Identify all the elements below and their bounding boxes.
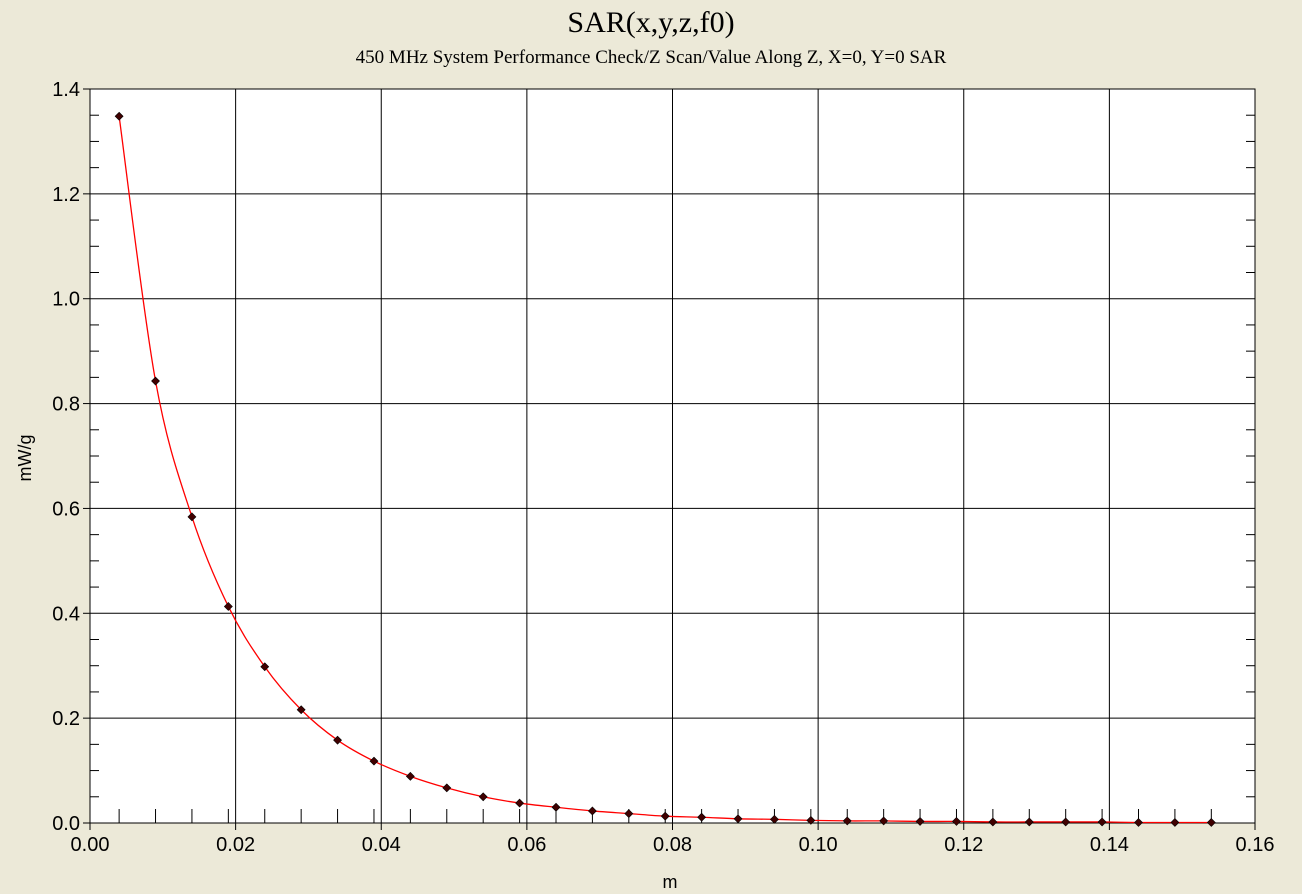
x-tick-label: 0.08: [653, 834, 692, 856]
x-tick-label: 0.16: [1236, 834, 1275, 856]
data-point: [478, 792, 488, 802]
data-point: [587, 806, 597, 816]
data-point: [296, 705, 306, 715]
y-tick-label: 0.4: [52, 603, 80, 625]
data-point: [405, 771, 415, 781]
y-tick-label: 1.4: [52, 79, 80, 101]
data-point: [660, 811, 670, 821]
data-point: [624, 809, 634, 818]
data-point: [1134, 818, 1143, 827]
data-point: [1024, 817, 1034, 827]
x-tick-label: 0.00: [71, 834, 110, 856]
x-axis-label: m: [663, 872, 678, 892]
data-point: [806, 815, 816, 825]
x-tick-label: 0.10: [799, 834, 838, 856]
data-point: [223, 602, 233, 611]
grid-lines: [90, 89, 1255, 823]
data-point: [442, 783, 452, 793]
x-axis-ticks: 0.00 0.02 0.04 0.06 0.08 0.10 0.12 0.14 0.16: [71, 823, 1275, 856]
x-tick-label: 0.06: [507, 834, 546, 856]
x-tick-label: 0.02: [216, 834, 255, 856]
x-tick-label: 0.14: [1090, 834, 1129, 856]
data-point: [697, 812, 707, 822]
data-point: [151, 376, 160, 386]
chart-subtitle: 450 MHz System Performance Check/Z Scan/…: [356, 47, 947, 68]
y-axis-label: mW/g: [15, 435, 35, 482]
data-point: [733, 814, 743, 824]
data-point: [187, 512, 197, 522]
data-point: [1061, 817, 1071, 827]
y-axis-ticks: 0.0 0.2 0.4 0.6 0.8 1.0 1.2 1.4: [52, 79, 90, 835]
data-point: [1170, 818, 1180, 827]
data-point: [952, 817, 961, 826]
data-point: [260, 662, 270, 672]
x-tick-label: 0.12: [944, 834, 983, 856]
y-tick-label: 1.2: [52, 184, 80, 206]
chart-title: SAR(x,y,z,f0): [567, 6, 734, 39]
y-tick-label: 0.6: [52, 498, 80, 520]
data-point: [114, 111, 124, 121]
data-point: [842, 816, 852, 826]
y-tick-label: 0.2: [52, 708, 80, 730]
data-point: [333, 735, 342, 745]
data-point: [369, 756, 379, 766]
data-point: [915, 817, 925, 826]
y-tick-label: 0.8: [52, 394, 80, 416]
data-point: [515, 798, 525, 808]
data-series: [114, 111, 1216, 827]
x-tick-label: 0.04: [362, 834, 401, 856]
series-line: [118, 116, 1212, 824]
data-point: [988, 817, 998, 827]
data-point: [1206, 818, 1216, 827]
data-point: [551, 802, 561, 812]
y-tick-label: 0.0: [52, 813, 80, 835]
data-point: [879, 816, 889, 826]
y-tick-label: 1.0: [52, 289, 80, 311]
minor-ticks: [90, 114, 1255, 823]
data-point: [1097, 817, 1107, 827]
data-point: [770, 814, 779, 824]
